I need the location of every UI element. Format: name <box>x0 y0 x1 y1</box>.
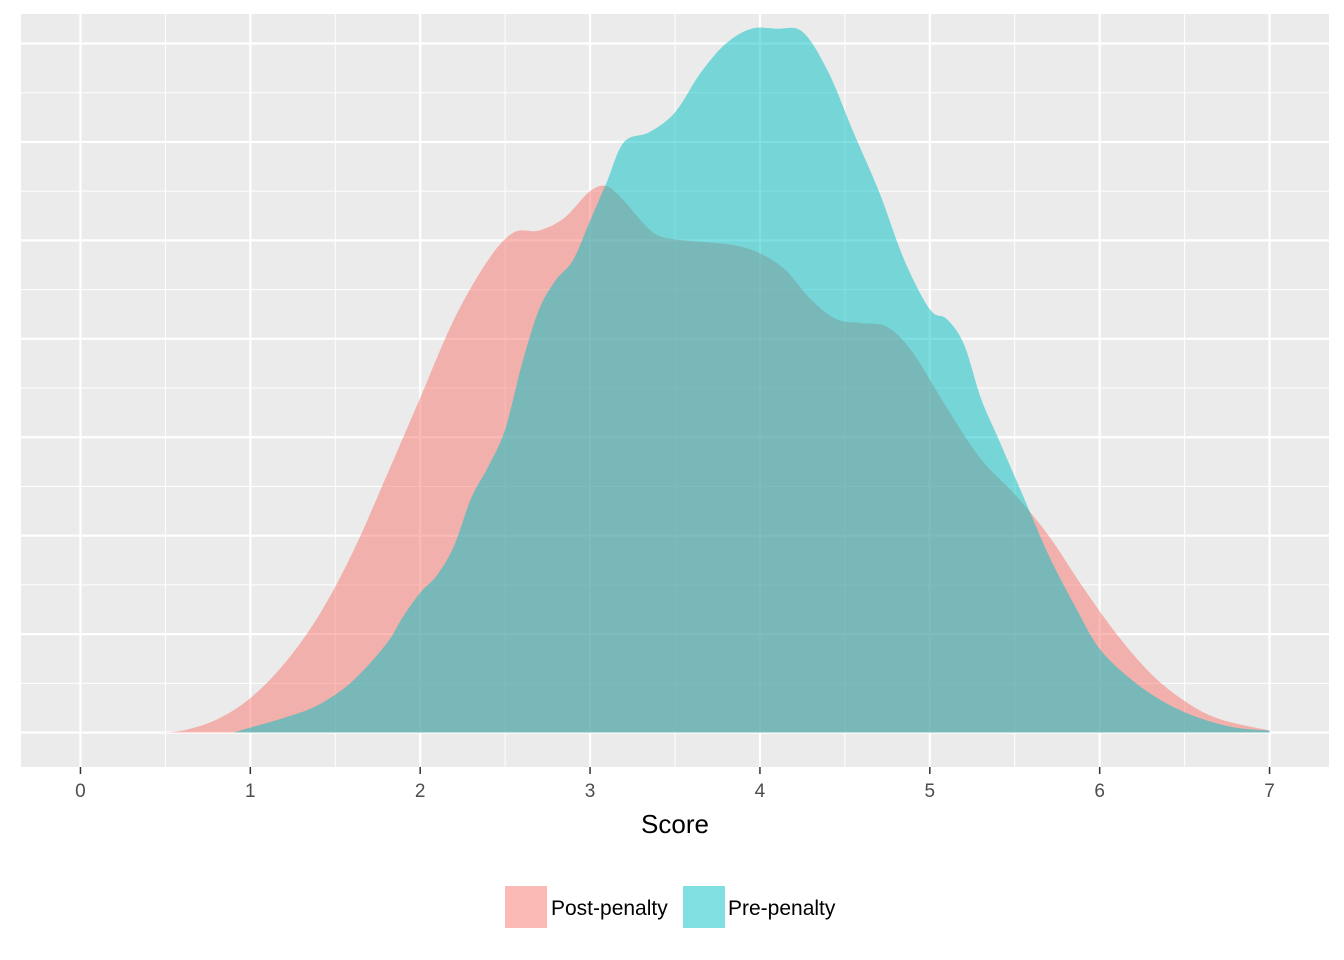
legend-key-pre-penalty <box>683 886 725 928</box>
x-tick-label: 3 <box>585 781 596 802</box>
legend: Post-penalty Pre-penalty <box>505 886 836 928</box>
legend-label-pre-penalty: Pre-penalty <box>728 897 836 920</box>
x-axis-ticks <box>79 767 1271 774</box>
x-axis-title: Score <box>641 809 709 839</box>
x-tick-label: 7 <box>1264 781 1275 802</box>
x-tick-label: 0 <box>75 781 86 802</box>
legend-key-post-penalty <box>505 886 547 928</box>
x-tick-label: 2 <box>415 781 426 802</box>
x-axis-tick-labels: 0 1 2 3 4 5 6 7 <box>75 781 1275 802</box>
x-tick-label: 4 <box>755 781 766 802</box>
density-areas <box>156 27 1270 733</box>
density-area-pre-penalty <box>233 27 1270 733</box>
x-tick-label: 1 <box>245 781 256 802</box>
x-tick-label: 5 <box>925 781 936 802</box>
x-tick-label: 6 <box>1094 781 1105 802</box>
legend-label-post-penalty: Post-penalty <box>551 897 668 920</box>
